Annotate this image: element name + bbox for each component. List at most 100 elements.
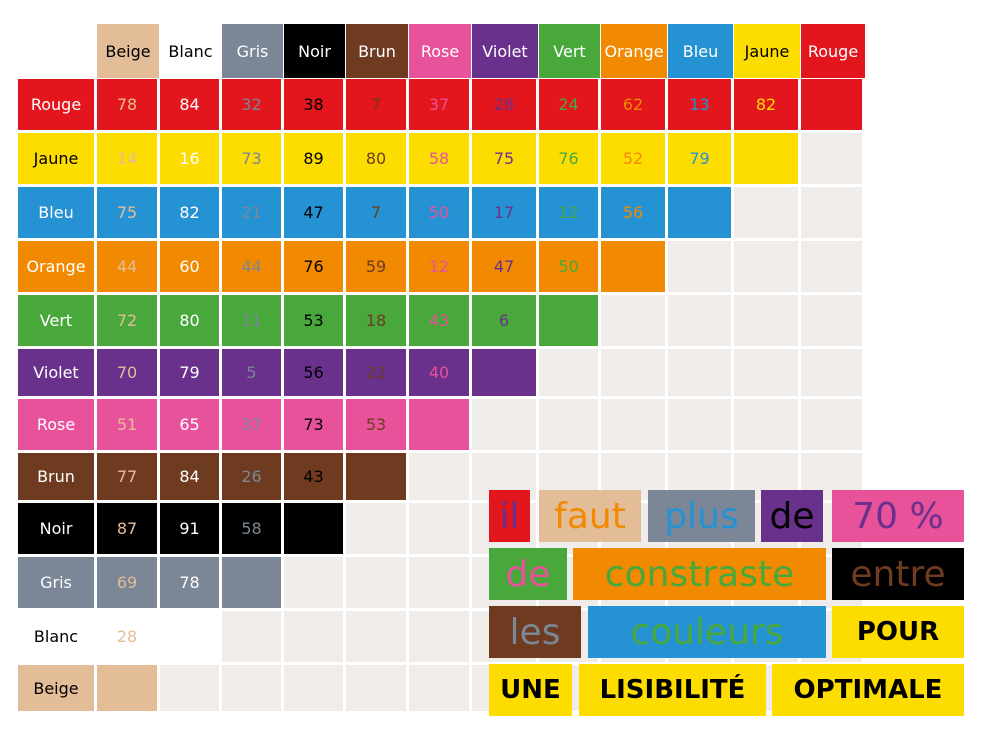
contrast-value-cell: 79	[668, 133, 731, 184]
message-word: faut	[539, 490, 641, 542]
contrast-value-cell: 73	[222, 133, 281, 184]
empty-cell	[160, 665, 219, 711]
empty-cell	[801, 241, 862, 292]
contrast-value-cell: 43	[284, 453, 343, 500]
row-label-gris: Gris	[18, 557, 94, 608]
contrast-value-cell: 72	[97, 295, 157, 346]
empty-cell	[222, 665, 281, 711]
contrast-value-cell: 14	[97, 133, 157, 184]
contrast-value-cell: 43	[409, 295, 469, 346]
empty-cell	[284, 557, 343, 608]
message-word: couleurs	[588, 606, 826, 658]
diagonal-cell	[284, 503, 343, 554]
diagonal-cell	[160, 611, 219, 662]
contrast-value-cell: 13	[668, 79, 731, 130]
empty-cell	[346, 503, 406, 554]
contrast-value-cell: 80	[346, 133, 406, 184]
contrast-value-cell: 38	[284, 79, 343, 130]
row-label-rose: Rose	[18, 399, 94, 450]
contrast-value-cell: 16	[160, 133, 219, 184]
contrast-value-cell: 22	[346, 349, 406, 396]
contrast-value-cell: 75	[472, 133, 536, 184]
empty-cell	[284, 665, 343, 711]
row-label-bleu: Bleu	[18, 187, 94, 238]
contrast-value-cell: 65	[160, 399, 219, 450]
contrast-value-cell: 52	[601, 133, 665, 184]
contrast-value-cell: 75	[97, 187, 157, 238]
column-header-noir: Noir	[284, 24, 345, 78]
empty-cell	[409, 557, 469, 608]
contrast-value-cell: 28	[97, 611, 157, 662]
empty-cell	[734, 349, 798, 396]
empty-cell	[346, 611, 406, 662]
contrast-value-cell: 60	[160, 241, 219, 292]
column-header-vert: Vert	[539, 24, 600, 78]
contrast-value-cell: 87	[97, 503, 157, 554]
contrast-value-cell: 44	[97, 241, 157, 292]
column-header-brun: Brun	[346, 24, 408, 78]
message-word: constraste	[573, 548, 826, 600]
contrast-value-cell: 91	[160, 503, 219, 554]
empty-cell	[539, 349, 598, 396]
contrast-value-cell: 37	[222, 399, 281, 450]
contrast-value-cell: 50	[539, 241, 598, 292]
empty-cell	[409, 611, 469, 662]
empty-cell	[668, 295, 731, 346]
message-word: de	[489, 548, 567, 600]
message-word: POUR	[832, 606, 964, 658]
contrast-value-cell: 80	[160, 295, 219, 346]
empty-cell	[409, 453, 469, 500]
diagonal-cell	[668, 187, 731, 238]
row-label-violet: Violet	[18, 349, 94, 396]
empty-cell	[668, 399, 731, 450]
contrast-value-cell: 76	[284, 241, 343, 292]
message-word: les	[489, 606, 581, 658]
empty-cell	[734, 241, 798, 292]
contrast-value-cell: 17	[472, 187, 536, 238]
contrast-value-cell: 47	[284, 187, 343, 238]
contrast-value-cell: 58	[409, 133, 469, 184]
row-label-orange: Orange	[18, 241, 94, 292]
contrast-value-cell: 82	[734, 79, 798, 130]
row-label-noir: Noir	[18, 503, 94, 554]
message-word: LISIBILITÉ	[579, 664, 766, 716]
contrast-value-cell: 26	[222, 453, 281, 500]
row-label-jaune: Jaune	[18, 133, 94, 184]
diagonal-cell	[346, 453, 406, 500]
diagonal-cell	[539, 295, 598, 346]
diagonal-cell	[97, 665, 157, 711]
contrast-value-cell: 6	[472, 295, 536, 346]
column-header-jaune: Jaune	[734, 24, 800, 78]
contrast-value-cell: 78	[97, 79, 157, 130]
contrast-value-cell: 40	[409, 349, 469, 396]
message-word: OPTIMALE	[772, 664, 964, 716]
empty-cell	[346, 557, 406, 608]
empty-cell	[668, 349, 731, 396]
contrast-value-cell: 82	[160, 187, 219, 238]
contrast-value-cell: 56	[284, 349, 343, 396]
contrast-value-cell: 18	[346, 295, 406, 346]
row-label-beige: Beige	[18, 665, 94, 711]
message-word: UNE	[489, 664, 572, 716]
contrast-value-cell: 84	[160, 453, 219, 500]
column-header-rose: Rose	[409, 24, 471, 78]
contrast-value-cell: 7	[346, 187, 406, 238]
contrast-value-cell: 59	[346, 241, 406, 292]
column-header-violet: Violet	[472, 24, 538, 78]
column-header-gris: Gris	[222, 24, 283, 78]
contrast-value-cell: 7	[346, 79, 406, 130]
contrast-value-cell: 32	[222, 79, 281, 130]
contrast-value-cell: 70	[97, 349, 157, 396]
empty-cell	[409, 503, 469, 554]
contrast-value-cell: 53	[346, 399, 406, 450]
diagonal-cell	[601, 241, 665, 292]
empty-cell	[472, 399, 536, 450]
contrast-value-cell: 37	[409, 79, 469, 130]
contrast-value-cell: 47	[472, 241, 536, 292]
contrast-value-cell: 12	[409, 241, 469, 292]
row-label-rouge: Rouge	[18, 79, 94, 130]
empty-cell	[668, 241, 731, 292]
column-header-rouge: Rouge	[801, 24, 865, 78]
contrast-value-cell: 76	[539, 133, 598, 184]
diagonal-cell	[472, 349, 536, 396]
